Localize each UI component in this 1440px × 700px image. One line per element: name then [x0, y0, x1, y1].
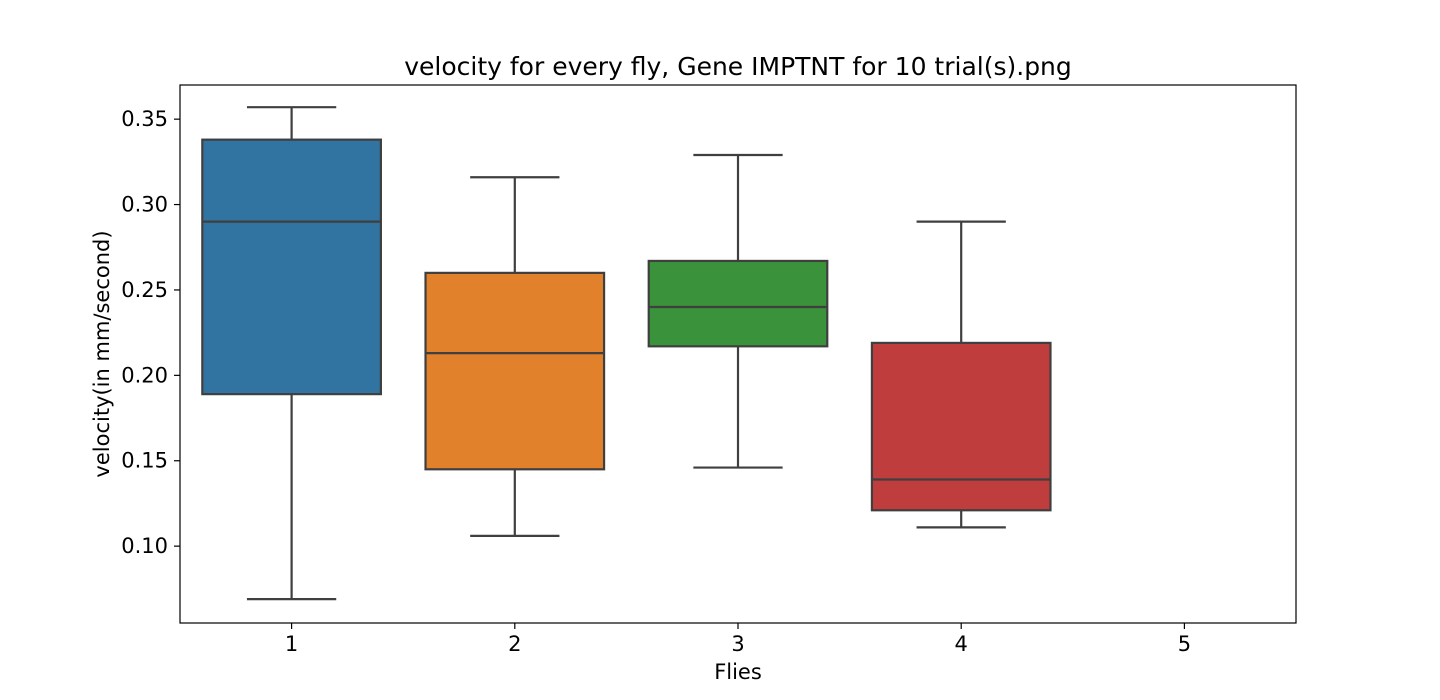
box-body: [424, 271, 606, 471]
x-axis-label: Flies: [714, 660, 762, 684]
y-tick-label: 0.10: [121, 534, 168, 558]
y-axis-label: velocity(in mm/second): [90, 230, 114, 477]
box-fly-4: [870, 220, 1052, 529]
x-tick-label: 4: [955, 632, 968, 656]
y-axis-ticks: 0.10 0.15 0.20 0.25 0.30 0.35: [121, 107, 180, 558]
box-body: [870, 341, 1052, 512]
x-axis-ticks: 1 2 3 4 5: [285, 623, 1191, 656]
box-body: [647, 259, 829, 348]
y-tick-label: 0.30: [121, 193, 168, 217]
x-tick-label: 1: [285, 632, 298, 656]
box-fly-1: [201, 106, 382, 601]
box-fly-2: [424, 176, 606, 537]
boxes-layer: [201, 106, 1052, 601]
chart-title: velocity for every fly, Gene IMPTNT for …: [404, 52, 1072, 81]
plot-frame: [179, 84, 1297, 624]
y-tick-label: 0.20: [121, 363, 168, 387]
box-body: [201, 138, 382, 396]
y-tick-label: 0.25: [121, 278, 168, 302]
y-tick-label: 0.15: [121, 449, 168, 473]
box-fly-3: [647, 153, 829, 469]
x-tick-label: 5: [1178, 632, 1191, 656]
x-tick-label: 2: [508, 632, 521, 656]
y-tick-label: 0.35: [121, 107, 168, 131]
x-tick-label: 3: [731, 632, 744, 656]
